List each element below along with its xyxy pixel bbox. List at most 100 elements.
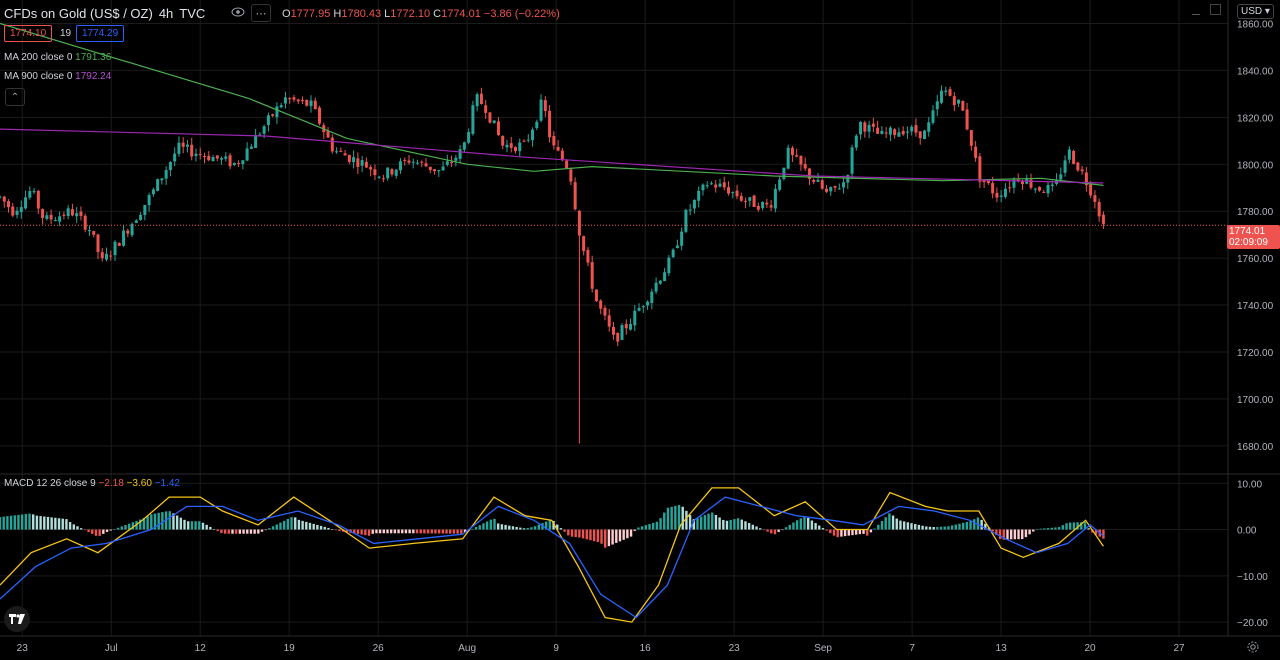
candle-body	[807, 168, 811, 179]
candle-body	[7, 201, 11, 208]
candle-body	[944, 90, 948, 92]
ask-price-box[interactable]: 1774.29	[76, 25, 125, 42]
candle-body	[739, 195, 743, 201]
macd-hist-bar	[533, 526, 537, 530]
macd-hist-bar	[829, 529, 832, 534]
candle-body	[910, 126, 914, 132]
candle-body	[394, 169, 398, 176]
macd-hist-bar	[312, 523, 315, 530]
candle-body	[995, 192, 999, 198]
eye-icon[interactable]	[229, 4, 247, 20]
candle-body	[641, 306, 645, 308]
macd-hist-bar	[39, 516, 42, 530]
candle-body	[190, 144, 194, 157]
macd-hist-bar	[223, 529, 227, 534]
price-tick-label: 1780.00	[1237, 207, 1274, 218]
macd-hist-bar	[1013, 529, 1017, 540]
currency-selector[interactable]: USD ▾	[1237, 4, 1274, 19]
macd-hist-bar	[360, 529, 363, 535]
macd-hist-bar	[504, 524, 507, 530]
macd-hist-bar	[880, 520, 884, 530]
candle-body	[799, 155, 803, 165]
macd-hist-bar	[316, 524, 319, 530]
macd-hist-bar	[1006, 529, 1009, 540]
candle-body	[782, 167, 786, 179]
candle-body	[424, 163, 428, 167]
candle-body	[565, 160, 569, 169]
candle-body	[871, 123, 875, 127]
tradingview-logo[interactable]	[4, 606, 30, 632]
candle-body	[833, 185, 837, 188]
macd-hist-bar	[216, 529, 219, 532]
candle-body	[1012, 179, 1016, 188]
interval[interactable]: 4h	[158, 6, 174, 21]
data-source: TVC	[179, 6, 206, 21]
macd-hist-bar	[389, 529, 393, 534]
macd-hist-bar	[733, 519, 736, 530]
macd-hist-bar	[434, 529, 437, 534]
macd-hist-bar	[888, 513, 891, 530]
macd-hist-bar	[718, 517, 721, 530]
ohlc-values: O1777.95 H1780.43 L1772.10 C1774.01 −3.8…	[282, 8, 560, 20]
candle-body	[300, 100, 304, 102]
candle-body	[36, 190, 40, 209]
candle-body	[965, 109, 969, 130]
macd-hist-bar	[415, 529, 419, 534]
macd-hist-bar	[1072, 522, 1076, 530]
candle-body	[143, 204, 147, 215]
candle-body	[386, 167, 390, 179]
macd-hist-bar	[711, 512, 714, 530]
macd-hist-bar	[76, 526, 79, 530]
macd-hist-bar	[1080, 522, 1083, 530]
candle-body	[471, 105, 475, 134]
macd-hist-bar	[2, 516, 5, 530]
macd-hist-bar	[17, 514, 20, 530]
candle-body	[407, 160, 411, 163]
candle-body	[202, 155, 206, 157]
candle-body	[654, 282, 658, 292]
time-axis: 23 Jul 12 19 26 Aug 9 16 23 Sep 7 13 20 27	[17, 643, 1185, 654]
macd-hist-bar	[430, 529, 433, 534]
macd-hist-bar	[759, 528, 762, 530]
pane-restore-icon[interactable]	[1210, 4, 1221, 15]
macd-hist-bar	[179, 517, 183, 530]
candle-body	[1016, 179, 1020, 181]
candle-body	[842, 182, 846, 188]
candle-body	[893, 129, 897, 136]
settings-gear-icon[interactable]	[1244, 638, 1262, 656]
macd-hist-bar	[113, 529, 116, 530]
candle-body	[113, 241, 117, 256]
symbol-title[interactable]: CFDs on Gold (US$ / OZ)	[4, 6, 153, 21]
ma900-legend[interactable]: MA 900 close 0 1792.24	[4, 71, 112, 82]
macd-hist-bar	[46, 516, 50, 530]
bid-price-box[interactable]: 1774.10	[4, 25, 53, 42]
macd-hist-bar	[220, 529, 223, 534]
macd-hist-bar	[965, 521, 969, 530]
more-options-icon[interactable]: ⋯	[251, 4, 271, 22]
macd-hist-bar	[814, 523, 817, 530]
macd-hist-bar	[559, 528, 563, 530]
pane-maximize-icon[interactable]	[1192, 6, 1200, 15]
macd-hist-bar	[493, 518, 496, 530]
macd-hist-bar	[980, 519, 983, 530]
time-tick-label: 26	[373, 643, 385, 654]
macd-legend[interactable]: MACD 12 26 close 9 −2.18 −3.60 −1.42	[4, 478, 180, 489]
macd-hist-bar	[116, 527, 120, 530]
candle-body	[752, 195, 756, 207]
macd-hist-bar	[1039, 528, 1042, 530]
macd-hist-bar	[677, 504, 681, 530]
macd-tick-label: −20.00	[1237, 618, 1268, 629]
ma200-legend[interactable]: MA 200 close 0 1791.36	[4, 52, 112, 63]
candle-body	[326, 130, 330, 138]
candle-body	[658, 280, 662, 284]
collapse-chevron-icon[interactable]: ⌃	[5, 88, 25, 106]
macd-hist-bar	[423, 529, 426, 534]
macd-hist-bar	[109, 529, 112, 531]
macd-tick-label: 10.00	[1237, 479, 1262, 490]
macd-hist-bar	[441, 529, 445, 534]
candle-body	[139, 214, 143, 220]
candle-body	[83, 215, 87, 230]
candle-body	[825, 188, 829, 192]
candle-body	[501, 135, 505, 146]
